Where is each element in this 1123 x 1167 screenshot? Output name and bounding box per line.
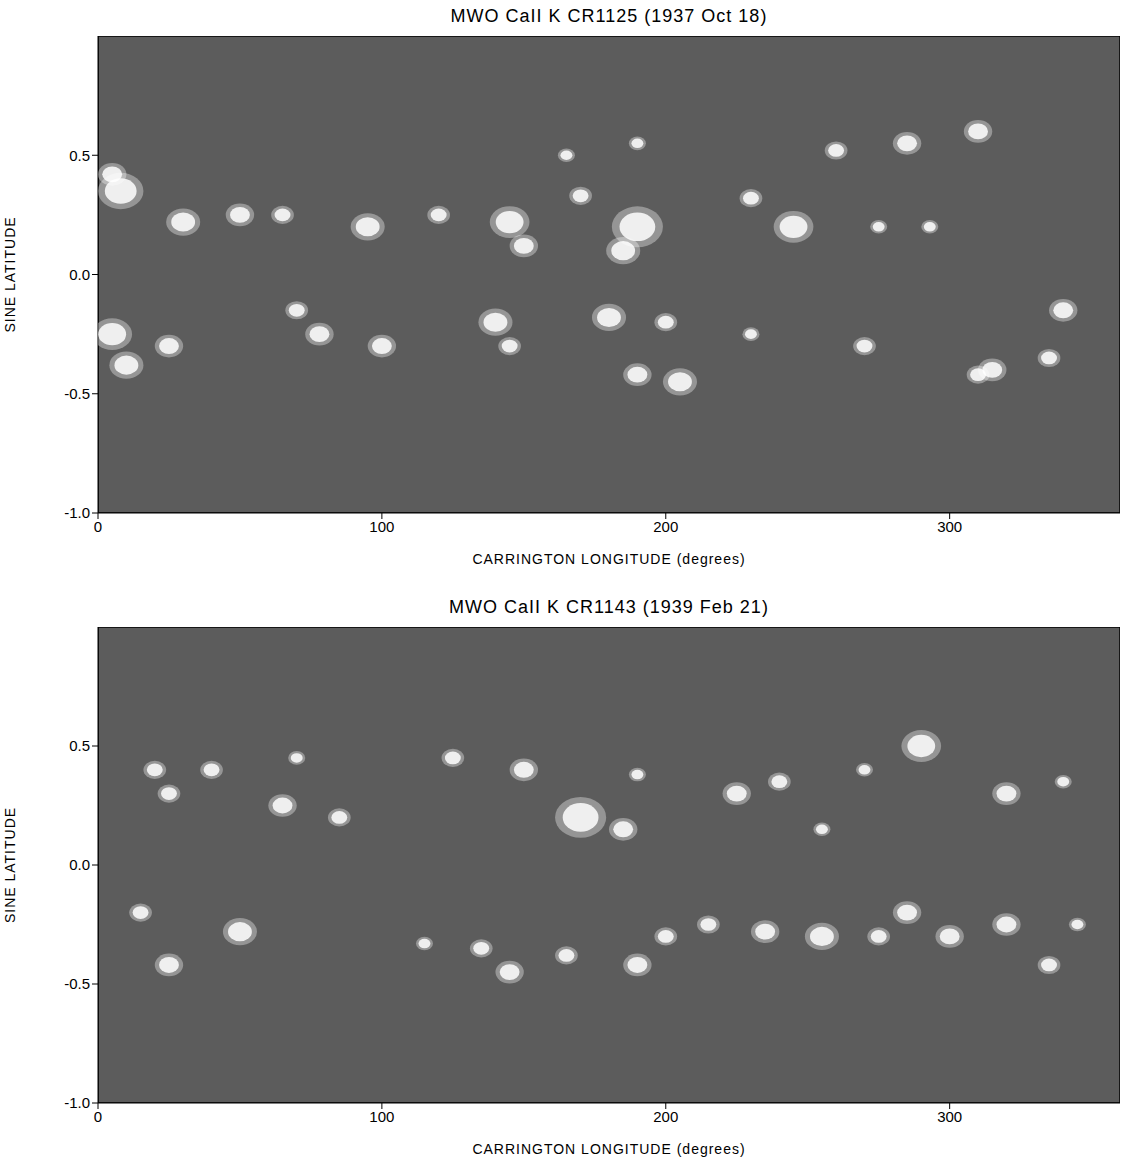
svg-text:0: 0 [94,518,102,535]
svg-text:SINE LATITUDE: SINE LATITUDE [2,216,18,332]
svg-text:100: 100 [369,518,394,535]
svg-text:CARRINGTON LONGITUDE (degrees): CARRINGTON LONGITUDE (degrees) [472,1141,745,1157]
svg-text:0: 0 [94,1108,102,1125]
svg-text:-0.5: -0.5 [64,975,90,992]
svg-text:300: 300 [937,518,962,535]
svg-text:100: 100 [369,1108,394,1125]
svg-text:0.5: 0.5 [69,147,90,164]
svg-text:-0.5: -0.5 [64,385,90,402]
html-text:MWO CaII K CR1143 (1939 Feb 21: MWO CaII K CR1143 (1939 Feb 21) [449,597,769,617]
svg-text:0.0: 0.0 [69,856,90,873]
svg-text:300: 300 [937,1108,962,1125]
svg-text:200: 200 [653,1108,678,1125]
svg-text:0.0: 0.0 [69,266,90,283]
svg-text:SINE LATITUDE: SINE LATITUDE [2,807,18,923]
svg-text:-1.0: -1.0 [64,1094,90,1111]
svg-text:CARRINGTON LONGITUDE (degrees): CARRINGTON LONGITUDE (degrees) [472,551,745,567]
html-text:MWO CaII K CR1125 (1937 Oct 18: MWO CaII K CR1125 (1937 Oct 18) [450,6,768,26]
svg-text:0.5: 0.5 [69,737,90,754]
svg-text:-1.0: -1.0 [64,504,90,521]
svg-text:200: 200 [653,518,678,535]
